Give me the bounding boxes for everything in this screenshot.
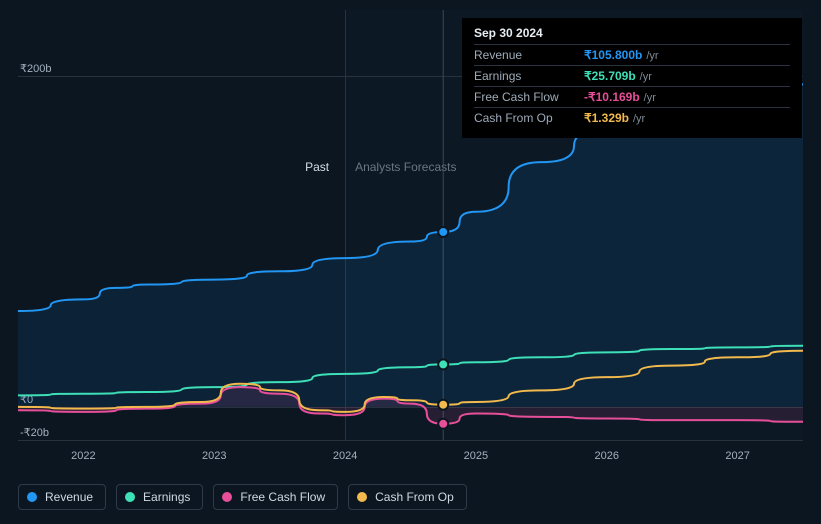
- series-marker-fcf: [438, 419, 448, 429]
- x-axis-tick-label: 2024: [333, 450, 357, 462]
- series-marker-earnings: [438, 359, 448, 369]
- tooltip-row: Revenue₹105.800b/yr: [474, 44, 790, 65]
- tooltip-row-label: Free Cash Flow: [474, 90, 584, 104]
- tooltip-row-unit: /yr: [644, 92, 656, 104]
- series-marker-revenue: [438, 227, 448, 237]
- x-axis-tick-label: 2023: [202, 450, 226, 462]
- tooltip-row-label: Revenue: [474, 48, 584, 62]
- series-marker-cfo: [438, 400, 448, 410]
- legend-label: Free Cash Flow: [240, 490, 325, 504]
- tooltip-date: Sep 30 2024: [474, 26, 790, 44]
- chart-tooltip: Sep 30 2024 Revenue₹105.800b/yrEarnings₹…: [462, 18, 802, 138]
- legend-swatch-icon: [27, 492, 37, 502]
- x-axis-tick-label: 2025: [464, 450, 488, 462]
- tooltip-row-value: ₹1.329b: [584, 111, 629, 125]
- legend-label: Revenue: [45, 490, 93, 504]
- legend-label: Cash From Op: [375, 490, 454, 504]
- legend-item-cfo[interactable]: Cash From Op: [348, 484, 467, 510]
- legend-item-revenue[interactable]: Revenue: [18, 484, 106, 510]
- x-axis-tick-label: 2022: [71, 450, 95, 462]
- tooltip-row-label: Cash From Op: [474, 111, 584, 125]
- chart-legend: Revenue Earnings Free Cash Flow Cash From O…: [18, 484, 467, 510]
- legend-label: Earnings: [143, 490, 190, 504]
- tooltip-row-value: ₹25.709b: [584, 69, 636, 83]
- tooltip-row-unit: /yr: [646, 50, 658, 62]
- legend-swatch-icon: [125, 492, 135, 502]
- grid-line-h: [18, 440, 803, 441]
- tooltip-row-label: Earnings: [474, 69, 584, 83]
- x-axis-tick-label: 2027: [725, 450, 749, 462]
- legend-swatch-icon: [222, 492, 232, 502]
- x-axis-tick-label: 2026: [595, 450, 619, 462]
- tooltip-row: Cash From Op₹1.329b/yr: [474, 107, 790, 128]
- legend-item-fcf[interactable]: Free Cash Flow: [213, 484, 338, 510]
- tooltip-row-unit: /yr: [633, 113, 645, 125]
- tooltip-row-value: ₹105.800b: [584, 48, 642, 62]
- tooltip-row-unit: /yr: [640, 71, 652, 83]
- tooltip-row: Free Cash Flow-₹10.169b/yr: [474, 86, 790, 107]
- tooltip-row: Earnings₹25.709b/yr: [474, 65, 790, 86]
- tooltip-row-value: -₹10.169b: [584, 90, 640, 104]
- legend-item-earnings[interactable]: Earnings: [116, 484, 203, 510]
- legend-swatch-icon: [357, 492, 367, 502]
